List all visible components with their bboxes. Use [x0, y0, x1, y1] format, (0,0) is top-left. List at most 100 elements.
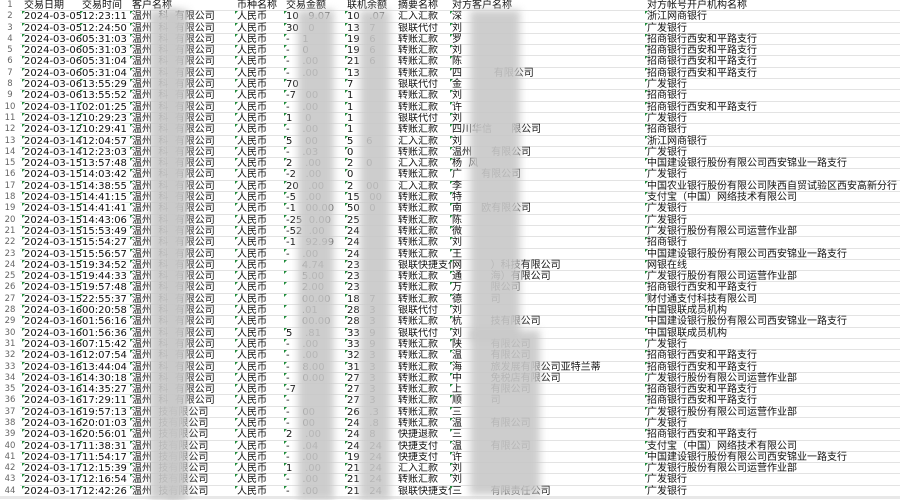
row-number[interactable]: 36	[0, 395, 20, 407]
cell-balance[interactable]: 23	[345, 271, 398, 282]
row-number[interactable]: 6	[0, 56, 20, 68]
row-number[interactable]: 39	[0, 429, 20, 441]
cell-counterparty[interactable]: 三	[450, 429, 647, 440]
cell-time[interactable]: 22:55:37	[80, 293, 132, 305]
cell-date[interactable]: 2024-03-17	[22, 485, 83, 497]
cell-bank[interactable]: 广发银行	[645, 22, 900, 34]
cell-currency[interactable]: 人民币	[235, 225, 286, 237]
cell-time[interactable]: 19:34:52	[80, 259, 132, 271]
cell-time[interactable]: 05:31:04	[80, 67, 132, 79]
row-number[interactable]: 27	[0, 293, 20, 306]
cell-date[interactable]: 2024-03-06	[22, 79, 83, 91]
cell-currency[interactable]: 人民币	[235, 395, 286, 406]
cell-currency[interactable]: 人民币	[235, 463, 286, 474]
row-number[interactable]: 25	[0, 271, 20, 283]
cell-summary[interactable]: 转账汇款	[398, 192, 438, 204]
cell-summary[interactable]: 转账汇款	[398, 271, 438, 283]
column-header-time[interactable]: 交易时间	[82, 0, 122, 11]
cell-bank[interactable]: 中国银联成员机构	[645, 327, 900, 339]
cell-currency[interactable]: 人民币	[235, 192, 286, 203]
cell-time[interactable]: 12:23:03	[80, 146, 132, 158]
cell-amount[interactable]: -7	[284, 384, 347, 395]
cell-currency[interactable]: 人民币	[235, 56, 286, 67]
cell-counterparty[interactable]: 刘	[450, 112, 647, 124]
cell-time[interactable]: 05:31:03	[80, 33, 132, 45]
column-header-bank[interactable]: 对方帐号开户机构名称	[647, 0, 747, 11]
cell-counterparty[interactable]: 微	[450, 225, 647, 237]
cell-date[interactable]: 2024-03-14	[22, 135, 83, 147]
horizontal-scrollbar[interactable]	[0, 496, 900, 499]
row-number[interactable]: 41	[0, 451, 20, 464]
cell-time[interactable]: 14:03:42	[80, 169, 132, 180]
cell-balance[interactable]: 1	[345, 112, 398, 124]
cell-date[interactable]: 2024-03-06	[22, 90, 83, 102]
cell-currency[interactable]: 人民币	[235, 180, 286, 192]
cell-currency[interactable]: 人民币	[235, 169, 286, 180]
cell-summary[interactable]: 汇入汇款	[398, 180, 438, 192]
cell-currency[interactable]: 人民币	[235, 293, 286, 305]
cell-bank[interactable]: 中国建设银行股份有限公司西安锦业一路支行	[645, 158, 900, 169]
cell-counterparty[interactable]: 王	[450, 248, 647, 260]
cell-date[interactable]: 2024-03-06	[22, 67, 83, 79]
cell-summary[interactable]: 转账汇款	[398, 45, 438, 57]
row-number[interactable]: 28	[0, 305, 20, 317]
cell-amount[interactable]: 70	[284, 79, 347, 90]
cell-bank[interactable]: 浙江网商银行	[645, 11, 900, 22]
cell-time[interactable]: 12:24:50	[80, 22, 132, 34]
cell-date[interactable]: 2024-03-15	[22, 259, 83, 271]
cell-time[interactable]: 10:29:41	[80, 124, 132, 135]
cell-time[interactable]: 05:31:04	[80, 56, 132, 67]
row-number[interactable]: 32	[0, 350, 20, 362]
cell-time[interactable]: 13:55:29	[80, 79, 132, 90]
cell-date[interactable]: 2024-03-16	[22, 316, 83, 328]
cell-currency[interactable]: 人民币	[235, 22, 286, 34]
cell-counterparty[interactable]: 刘	[450, 90, 647, 101]
cell-date[interactable]: 2024-03-16	[22, 395, 83, 407]
cell-currency[interactable]: 人民币	[235, 112, 286, 124]
cell-time[interactable]: 14:41:15	[80, 192, 132, 203]
cell-summary[interactable]: 转账汇款	[398, 67, 438, 79]
cell-counterparty[interactable]: 陈	[450, 56, 647, 67]
cell-summary[interactable]: 转账汇款	[398, 101, 438, 113]
cell-bank[interactable]: 网银在线	[645, 259, 900, 271]
cell-date[interactable]: 2024-03-17	[22, 474, 83, 486]
cell-balance[interactable]: 1	[345, 101, 398, 113]
cell-date[interactable]: 2024-03-16	[22, 406, 83, 418]
cell-date[interactable]: 2024-03-16	[22, 361, 83, 373]
cell-summary[interactable]: 汇入汇款	[398, 135, 438, 147]
row-number[interactable]: 2	[0, 11, 20, 23]
cell-bank[interactable]: 广发银行股份有限公司运营作业部	[645, 271, 900, 282]
cell-currency[interactable]: 人民币	[235, 282, 286, 293]
cell-date[interactable]: 2024-03-15	[22, 271, 83, 283]
row-number[interactable]: 30	[0, 327, 20, 339]
cell-bank[interactable]: 广发银行	[645, 474, 900, 485]
column-header-date[interactable]: 交易日期	[24, 0, 64, 11]
cell-counterparty[interactable]: 刘	[450, 474, 647, 485]
cell-bank[interactable]: 招商银行西安和平路支行	[645, 429, 900, 440]
cell-balance[interactable]: 24	[345, 237, 398, 248]
cell-time[interactable]: 00:20:58	[80, 305, 132, 316]
cell-time[interactable]: 02:01:25	[80, 101, 132, 113]
cell-counterparty[interactable]: 通 海）有限公司	[450, 271, 647, 282]
cell-amount[interactable]: -	[284, 395, 347, 406]
cell-date[interactable]: 2024-03-06	[22, 45, 83, 57]
row-number[interactable]: 34	[0, 372, 20, 385]
row-number[interactable]: 23	[0, 248, 20, 260]
cell-balance[interactable]: 23	[345, 259, 398, 271]
cell-counterparty[interactable]: 陈	[450, 214, 647, 226]
cell-currency[interactable]: 人民币	[235, 33, 286, 45]
row-number[interactable]: 1	[0, 0, 20, 12]
cell-counterparty[interactable]: 许	[450, 101, 647, 113]
cell-date[interactable]: 2024-03-15	[22, 225, 83, 237]
cell-time[interactable]: 11:38:31	[80, 440, 132, 452]
cell-balance[interactable]: 24	[345, 225, 398, 237]
cell-bank[interactable]: 广发银行股份有限公司运营作业部	[645, 225, 900, 237]
cell-currency[interactable]: 人民币	[235, 429, 286, 440]
cell-counterparty[interactable]: 金	[450, 79, 647, 90]
cell-time[interactable]: 20:01:03	[80, 417, 132, 429]
cell-currency[interactable]: 人民币	[235, 485, 286, 497]
cell-summary[interactable]: 汇入汇款	[398, 158, 438, 170]
row-number[interactable]: 22	[0, 237, 20, 249]
cell-time[interactable]: 12:16:54	[80, 474, 132, 485]
cell-summary[interactable]: 银联代付	[398, 22, 438, 34]
